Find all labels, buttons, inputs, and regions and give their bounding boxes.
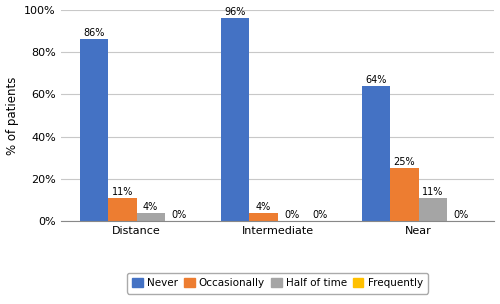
Bar xyxy=(221,18,250,221)
Text: 0%: 0% xyxy=(171,210,186,220)
Text: 11%: 11% xyxy=(112,187,133,197)
Legend: Never, Occasionally, Half of time, Frequently: Never, Occasionally, Half of time, Frequ… xyxy=(127,273,428,294)
Text: 0%: 0% xyxy=(312,210,328,220)
Text: 0%: 0% xyxy=(284,210,299,220)
Text: 64%: 64% xyxy=(366,75,387,85)
Y-axis label: % of patients: % of patients xyxy=(6,76,18,155)
Bar xyxy=(250,213,278,221)
Text: 25%: 25% xyxy=(394,157,415,167)
Text: 96%: 96% xyxy=(224,7,246,17)
Text: 11%: 11% xyxy=(422,187,444,197)
Bar xyxy=(418,198,446,221)
Bar xyxy=(390,168,418,221)
Text: 86%: 86% xyxy=(84,28,105,38)
Text: 4%: 4% xyxy=(256,202,271,212)
Bar xyxy=(362,86,390,221)
Text: 0%: 0% xyxy=(453,210,468,220)
Text: 4%: 4% xyxy=(143,202,158,212)
Bar xyxy=(136,213,164,221)
Bar xyxy=(108,198,136,221)
Bar xyxy=(80,39,108,221)
